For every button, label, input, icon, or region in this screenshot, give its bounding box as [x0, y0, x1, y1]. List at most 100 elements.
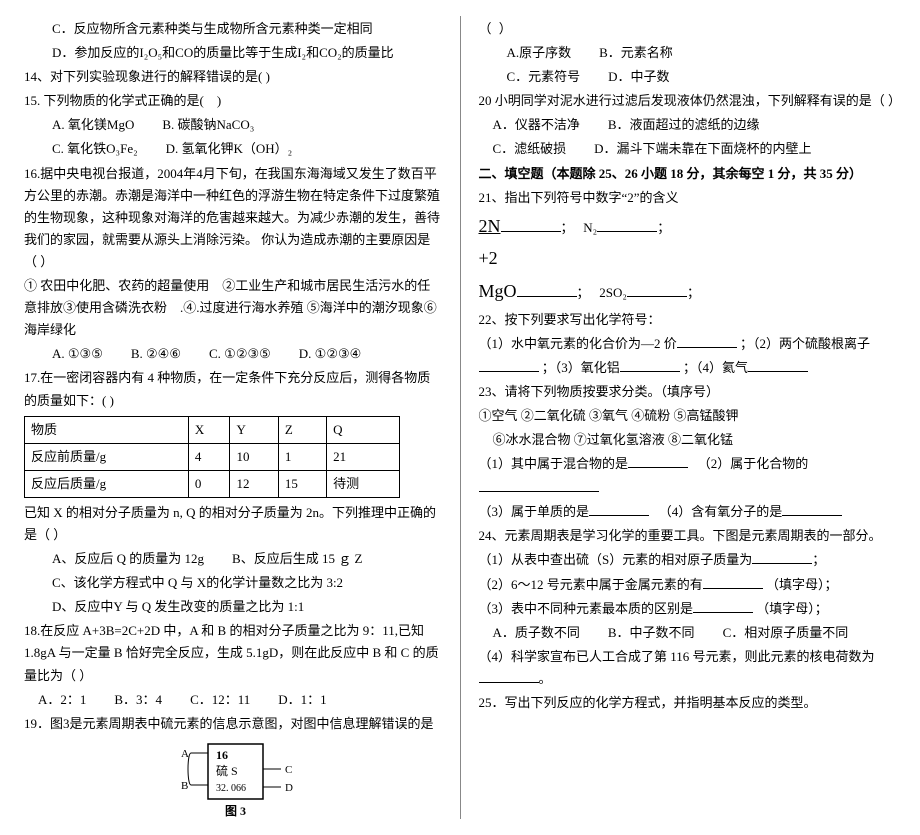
q21: 21、指出下列符号中数字“2”的含义 [479, 187, 897, 209]
q23-1: （1）其中属于混合物的是 [479, 456, 629, 471]
q21-MgO: MgO [479, 281, 517, 301]
q21-line1: 2N； N₂； [479, 211, 897, 242]
q19a: A.原子序数 [507, 42, 572, 64]
svg-text:B: B [181, 780, 188, 792]
r2c4: 待测 [327, 470, 400, 497]
q15c: C. 氧化铁O₃Fe₂ [52, 138, 138, 160]
q23-2: （2）属于化合物的 [698, 456, 809, 471]
q17d: D、反应中Y 与 Q 发生改变的质量之比为 1:1 [24, 596, 442, 618]
q20: 20 小明同学对泥水进行过滤后发现液体仍然混浊，下列解释有误的是（ ） [479, 90, 897, 112]
q21-line2: MgO； 2SO₂； [479, 276, 897, 307]
q21-plus2: +2 [479, 243, 897, 274]
blank [748, 358, 808, 372]
q15cd: C. 氧化铁O₃Fe₂ D. 氢氧化钾K（OH）₂ [24, 138, 442, 160]
q19: 19．图3是元素周期表中硫元素的信息示意图，对图中信息理解错误的是 [24, 713, 442, 735]
q18b: B．3：4 [114, 689, 162, 711]
q20a: A．仪器不洁净 [493, 114, 580, 136]
q20b: B．液面超过的滤纸的边缘 [608, 114, 760, 136]
q18choices: A．2：1 B．3：4 C．12：11 D．1：1 [24, 689, 442, 711]
q20cd: C．滤纸破损 D．漏斗下端未靠在下面烧杯的内壁上 [479, 138, 897, 160]
blank [782, 502, 842, 516]
q22-1: （1）水中氧元素的化合价为—2 价 [479, 336, 677, 351]
q19cd: C．元素符号 D．中子数 [479, 66, 897, 88]
r2c0: 反应后质量/g [25, 470, 189, 497]
q19ab: A.原子序数 B．元素名称 [479, 42, 897, 64]
q24-4: （4）科学家宣布已人工合成了第 116 号元素，则此元素的核电荷数为。 [479, 646, 897, 690]
q19-paren: （ ） [479, 18, 897, 40]
q22-3: ；（3）氧化铝 [542, 360, 620, 375]
r1c1: 4 [188, 443, 230, 470]
q21-N2: N₂ [583, 220, 597, 235]
q17a: A、反应后 Q 的质量为 12g [52, 548, 204, 570]
q17: 17.在一密闭容器内有 4 种物质，在一定条件下充分反应后，测得各物质的质量如下… [24, 367, 442, 411]
blank [703, 575, 763, 589]
r2c1: 0 [188, 470, 230, 497]
q16opts: ① 农田中化肥、农药的超量使用 ②工业生产和城市居民生活污水的任意排放③使用含磷… [24, 275, 442, 341]
q19d: D．中子数 [608, 66, 669, 88]
q24-3-text: （3）表中不同种元素最本质的区别是 [479, 601, 694, 616]
q23row2: ⑥冰水混合物 ⑦过氧化氢溶液 ⑧二氧化锰 [479, 429, 897, 451]
figure-3: 16 硫 S 32. 066 A B C D 图 3 [24, 739, 442, 819]
q23-sub1: （1）其中属于混合物的是 （2）属于化合物的 [479, 453, 897, 475]
svg-text:C: C [285, 764, 292, 776]
blank [677, 334, 737, 348]
r1c2: 10 [230, 443, 278, 470]
q17c: C、该化学方程式中 Q 与 X的化学计量数之比为 3:2 [24, 572, 442, 594]
q24-3: （3）表中不同种元素最本质的区别是 （填字母）； [479, 598, 897, 620]
th4: Q [327, 416, 400, 443]
q16: 16.据中央电视台报道，2004年4月下旬，在我国东海海域又发生了数百平方公里的… [24, 163, 442, 273]
q23row1: ①空气 ②二氧化硫 ③氧气 ④硫粉 ⑤高锰酸钾 [479, 405, 897, 427]
q23-sub3: （3）属于单质的是 （4）含有氧分子的是 [479, 501, 897, 523]
blank [752, 550, 812, 564]
svg-text:硫 S: 硫 S [216, 763, 238, 778]
blank [628, 454, 688, 468]
blank [479, 669, 539, 683]
blank [501, 218, 561, 232]
q23-4: （4）含有氧分子的是 [659, 504, 783, 519]
svg-text:32. 066: 32. 066 [216, 783, 246, 794]
q21-2SO2: 2SO₂ [599, 285, 627, 300]
q21-2N: 2N [479, 216, 501, 236]
q24-3b: B．中子数不同 [608, 622, 695, 644]
q24-2-text: （2）6～12 号元素中属于金属元素的有 [479, 577, 703, 592]
r2c2: 12 [230, 470, 278, 497]
r1c3: 1 [278, 443, 326, 470]
q24-3-note: （填字母）； [756, 601, 828, 616]
blank [597, 218, 657, 232]
q16a: A. ①③⑤ [52, 343, 103, 365]
q15b: B. 碳酸钠NaCO₃ [162, 114, 254, 136]
q18d: D．1：1 [278, 689, 326, 711]
table-row: 反应后质量/g 0 12 15 待测 [25, 470, 400, 497]
q22-row1: （1）水中氧元素的化合价为—2 价 ；（2）两个硫酸根离子 [479, 333, 897, 355]
th0: 物质 [25, 416, 189, 443]
blank [693, 599, 753, 613]
q16c: C. ①②③⑤ [209, 343, 271, 365]
q18: 18.在反应 A+3B=2C+2D 中，A 和 B 的相对分子质量之比为 9：1… [24, 620, 442, 686]
q24-3-choices: A．质子数不同 B．中子数不同 C．相对原子质量不同 [479, 622, 897, 644]
q23-sub2 [479, 477, 897, 499]
q24-2-note: （填字母）； [766, 577, 838, 592]
q24-3c: C．相对原子质量不同 [723, 622, 849, 644]
svg-text:A: A [181, 748, 189, 760]
th3: Z [278, 416, 326, 443]
q24-1: （1）从表中查出硫（S）元素的相对原子质量为； [479, 549, 897, 571]
th1: X [188, 416, 230, 443]
q18a: A．2：1 [38, 689, 86, 711]
q17-table: 物质 X Y Z Q 反应前质量/g 4 10 1 21 反应后质量/g 0 1… [24, 416, 400, 498]
blank [479, 358, 539, 372]
periodic-cell-icon: 16 硫 S 32. 066 A B C D 图 3 [153, 739, 313, 819]
q22-4: ；（4）氦气 [683, 360, 748, 375]
blank [589, 502, 649, 516]
q24-1-text: （1）从表中查出硫（S）元素的相对原子质量为 [479, 552, 753, 567]
q15ab: A. 氧化镁MgO B. 碳酸钠NaCO₃ [24, 114, 442, 136]
table-row: 物质 X Y Z Q [25, 416, 400, 443]
svg-text:图 3: 图 3 [225, 804, 246, 818]
q24-2: （2）6～12 号元素中属于金属元素的有 （填字母）； [479, 574, 897, 596]
q23: 23、请将下列物质按要求分类。（填序号） [479, 381, 897, 403]
q23-3: （3）属于单质的是 [479, 504, 590, 519]
q15: 15. 下列物质的化学式正确的是( ) [24, 90, 442, 112]
q22: 22、按下列要求写出化学符号： [479, 309, 897, 331]
r1c4: 21 [327, 443, 400, 470]
blank [627, 283, 687, 297]
q17ab: A、反应后 Q 的质量为 12g B、反应后生成 15 ｇ Z [24, 548, 442, 570]
